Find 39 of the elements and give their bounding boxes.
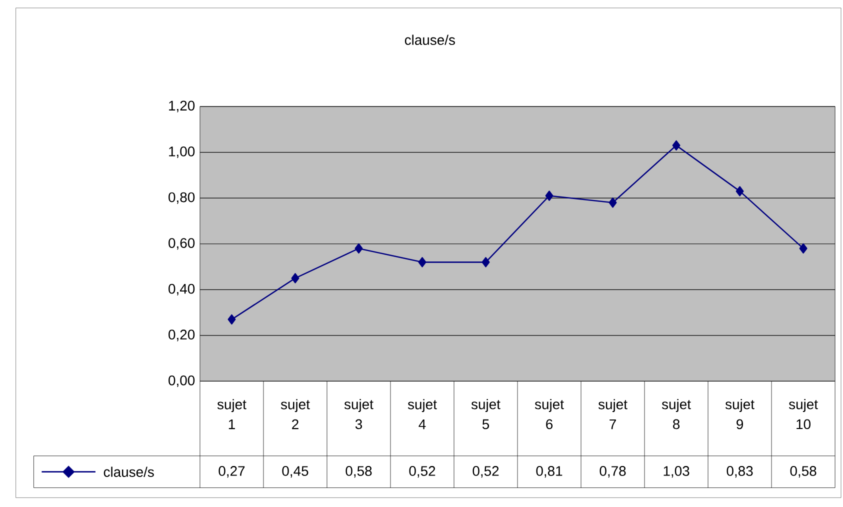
x-tick-label: sujet 5 bbox=[471, 399, 500, 430]
data-label: 0,52 bbox=[409, 466, 436, 478]
x-tick-label: sujet 2 bbox=[280, 399, 310, 430]
y-tick-label: 0,60 bbox=[168, 238, 195, 250]
x-tick-label: sujet 7 bbox=[598, 399, 628, 430]
point bbox=[354, 244, 363, 254]
point bbox=[736, 186, 744, 196]
point bbox=[418, 257, 426, 268]
point bbox=[228, 314, 236, 325]
data-label: 0,81 bbox=[536, 466, 562, 478]
legend-label: clause/s bbox=[104, 466, 154, 478]
y-tick-label: 0,40 bbox=[168, 284, 195, 296]
chart-title: clause/s bbox=[404, 34, 455, 46]
y-tick-label: 1,00 bbox=[169, 146, 195, 158]
x-tick-label: sujet 6 bbox=[534, 399, 564, 430]
y-tick-label: 1,20 bbox=[169, 100, 195, 112]
x-tick-label: sujet 3 bbox=[344, 399, 374, 430]
data-label: 0,27 bbox=[218, 466, 245, 478]
data-label: 0,45 bbox=[282, 466, 308, 478]
point bbox=[672, 140, 680, 151]
y-tick-label: 0,20 bbox=[168, 330, 195, 342]
x-tick-label: sujet 1 bbox=[217, 399, 246, 430]
data-label: 0,58 bbox=[346, 466, 372, 478]
data-label: 0,52 bbox=[472, 466, 499, 478]
x-tick-label: sujet 9 bbox=[725, 399, 754, 430]
y-tick-label: 0,00 bbox=[168, 376, 195, 388]
data-label: 0,58 bbox=[790, 466, 816, 478]
point bbox=[608, 198, 617, 208]
point bbox=[291, 273, 300, 284]
point bbox=[482, 257, 490, 268]
data-label: 0,78 bbox=[600, 466, 626, 478]
x-tick-label: sujet 4 bbox=[408, 399, 437, 430]
point bbox=[545, 190, 554, 202]
x-tick-label: sujet 8 bbox=[662, 399, 691, 430]
point bbox=[799, 244, 808, 254]
x-tick-label: sujet 10 bbox=[788, 399, 818, 430]
data-label: 0,83 bbox=[726, 466, 753, 478]
data-label: 1,03 bbox=[664, 466, 690, 478]
y-tick-label: 0,80 bbox=[168, 192, 195, 204]
